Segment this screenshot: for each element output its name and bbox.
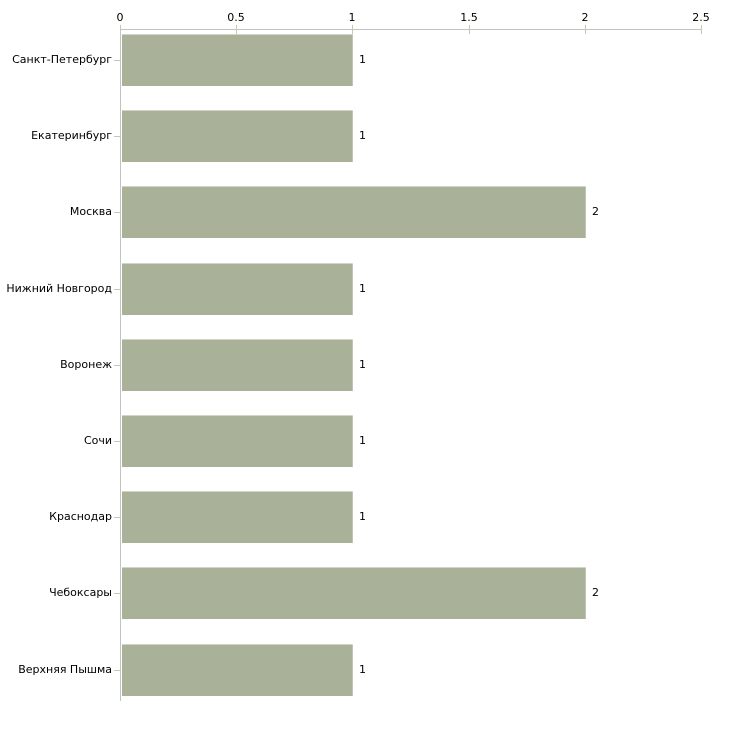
value-label: 1 bbox=[359, 129, 366, 142]
y-tick-mark bbox=[114, 136, 120, 137]
x-tick-label: 2 bbox=[581, 11, 589, 24]
x-axis-line bbox=[120, 29, 702, 30]
x-tick-mark bbox=[701, 25, 702, 34]
bar bbox=[122, 644, 353, 696]
y-tick-mark bbox=[114, 289, 120, 290]
value-label: 1 bbox=[359, 358, 366, 371]
y-tick-mark bbox=[114, 670, 120, 671]
value-label: 1 bbox=[359, 282, 366, 295]
x-tick-mark bbox=[120, 25, 121, 34]
x-tick-label: 0 bbox=[116, 11, 124, 24]
y-tick-mark bbox=[114, 212, 120, 213]
x-tick-mark bbox=[585, 25, 586, 34]
x-tick-mark bbox=[236, 25, 237, 34]
category-label: Воронеж bbox=[60, 358, 112, 371]
category-label: Екатеринбург bbox=[31, 129, 112, 142]
y-tick-mark bbox=[114, 365, 120, 366]
y-tick-mark bbox=[114, 593, 120, 594]
value-label: 1 bbox=[359, 510, 366, 523]
x-tick-label: 2.5 bbox=[692, 11, 710, 24]
category-label: Краснодар bbox=[49, 510, 112, 523]
value-label: 1 bbox=[359, 434, 366, 447]
bar bbox=[122, 186, 586, 238]
bar bbox=[122, 567, 586, 619]
y-tick-mark bbox=[114, 517, 120, 518]
x-tick-label: 1 bbox=[348, 11, 356, 24]
category-label: Сочи bbox=[83, 434, 112, 447]
category-label: Санкт-Петербург bbox=[12, 53, 112, 66]
bar bbox=[122, 110, 353, 162]
category-label: Чебоксары bbox=[49, 586, 112, 599]
category-label: Москва bbox=[69, 205, 112, 218]
bar bbox=[122, 415, 353, 467]
bar bbox=[122, 491, 353, 543]
y-axis-line bbox=[120, 29, 121, 701]
value-label: 1 bbox=[359, 53, 366, 66]
value-label: 1 bbox=[359, 663, 366, 676]
bar bbox=[122, 339, 353, 391]
bar bbox=[122, 34, 353, 86]
x-tick-label: 0.5 bbox=[227, 11, 245, 24]
x-tick-mark bbox=[469, 25, 470, 34]
y-tick-mark bbox=[114, 60, 120, 61]
category-label: Верхняя Пышма bbox=[18, 663, 112, 676]
category-label: Нижний Новгород bbox=[6, 282, 112, 295]
x-tick-mark bbox=[352, 25, 353, 34]
value-label: 2 bbox=[592, 205, 599, 218]
value-label: 2 bbox=[592, 586, 599, 599]
bar bbox=[122, 263, 353, 315]
y-tick-mark bbox=[114, 441, 120, 442]
x-tick-label: 1.5 bbox=[460, 11, 478, 24]
